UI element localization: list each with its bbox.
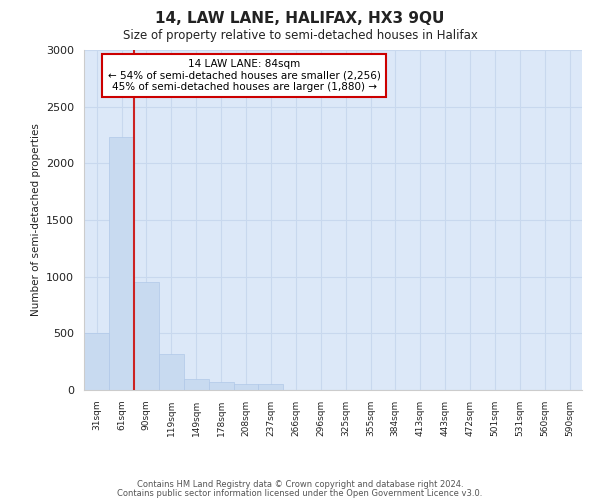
Y-axis label: Number of semi-detached properties: Number of semi-detached properties	[31, 124, 41, 316]
Text: Contains public sector information licensed under the Open Government Licence v3: Contains public sector information licen…	[118, 488, 482, 498]
Bar	[184, 378, 209, 390]
Text: Contains HM Land Registry data © Crown copyright and database right 2024.: Contains HM Land Registry data © Crown c…	[137, 480, 463, 489]
Bar	[259, 384, 283, 390]
Bar	[109, 138, 134, 390]
Text: Size of property relative to semi-detached houses in Halifax: Size of property relative to semi-detach…	[122, 29, 478, 42]
Bar	[234, 384, 259, 390]
Bar	[158, 354, 184, 390]
Text: 14, LAW LANE, HALIFAX, HX3 9QU: 14, LAW LANE, HALIFAX, HX3 9QU	[155, 11, 445, 26]
Bar	[84, 334, 109, 390]
Bar	[209, 382, 234, 390]
Bar	[134, 282, 158, 390]
Text: 14 LAW LANE: 84sqm
← 54% of semi-detached houses are smaller (2,256)
45% of semi: 14 LAW LANE: 84sqm ← 54% of semi-detache…	[107, 59, 380, 92]
